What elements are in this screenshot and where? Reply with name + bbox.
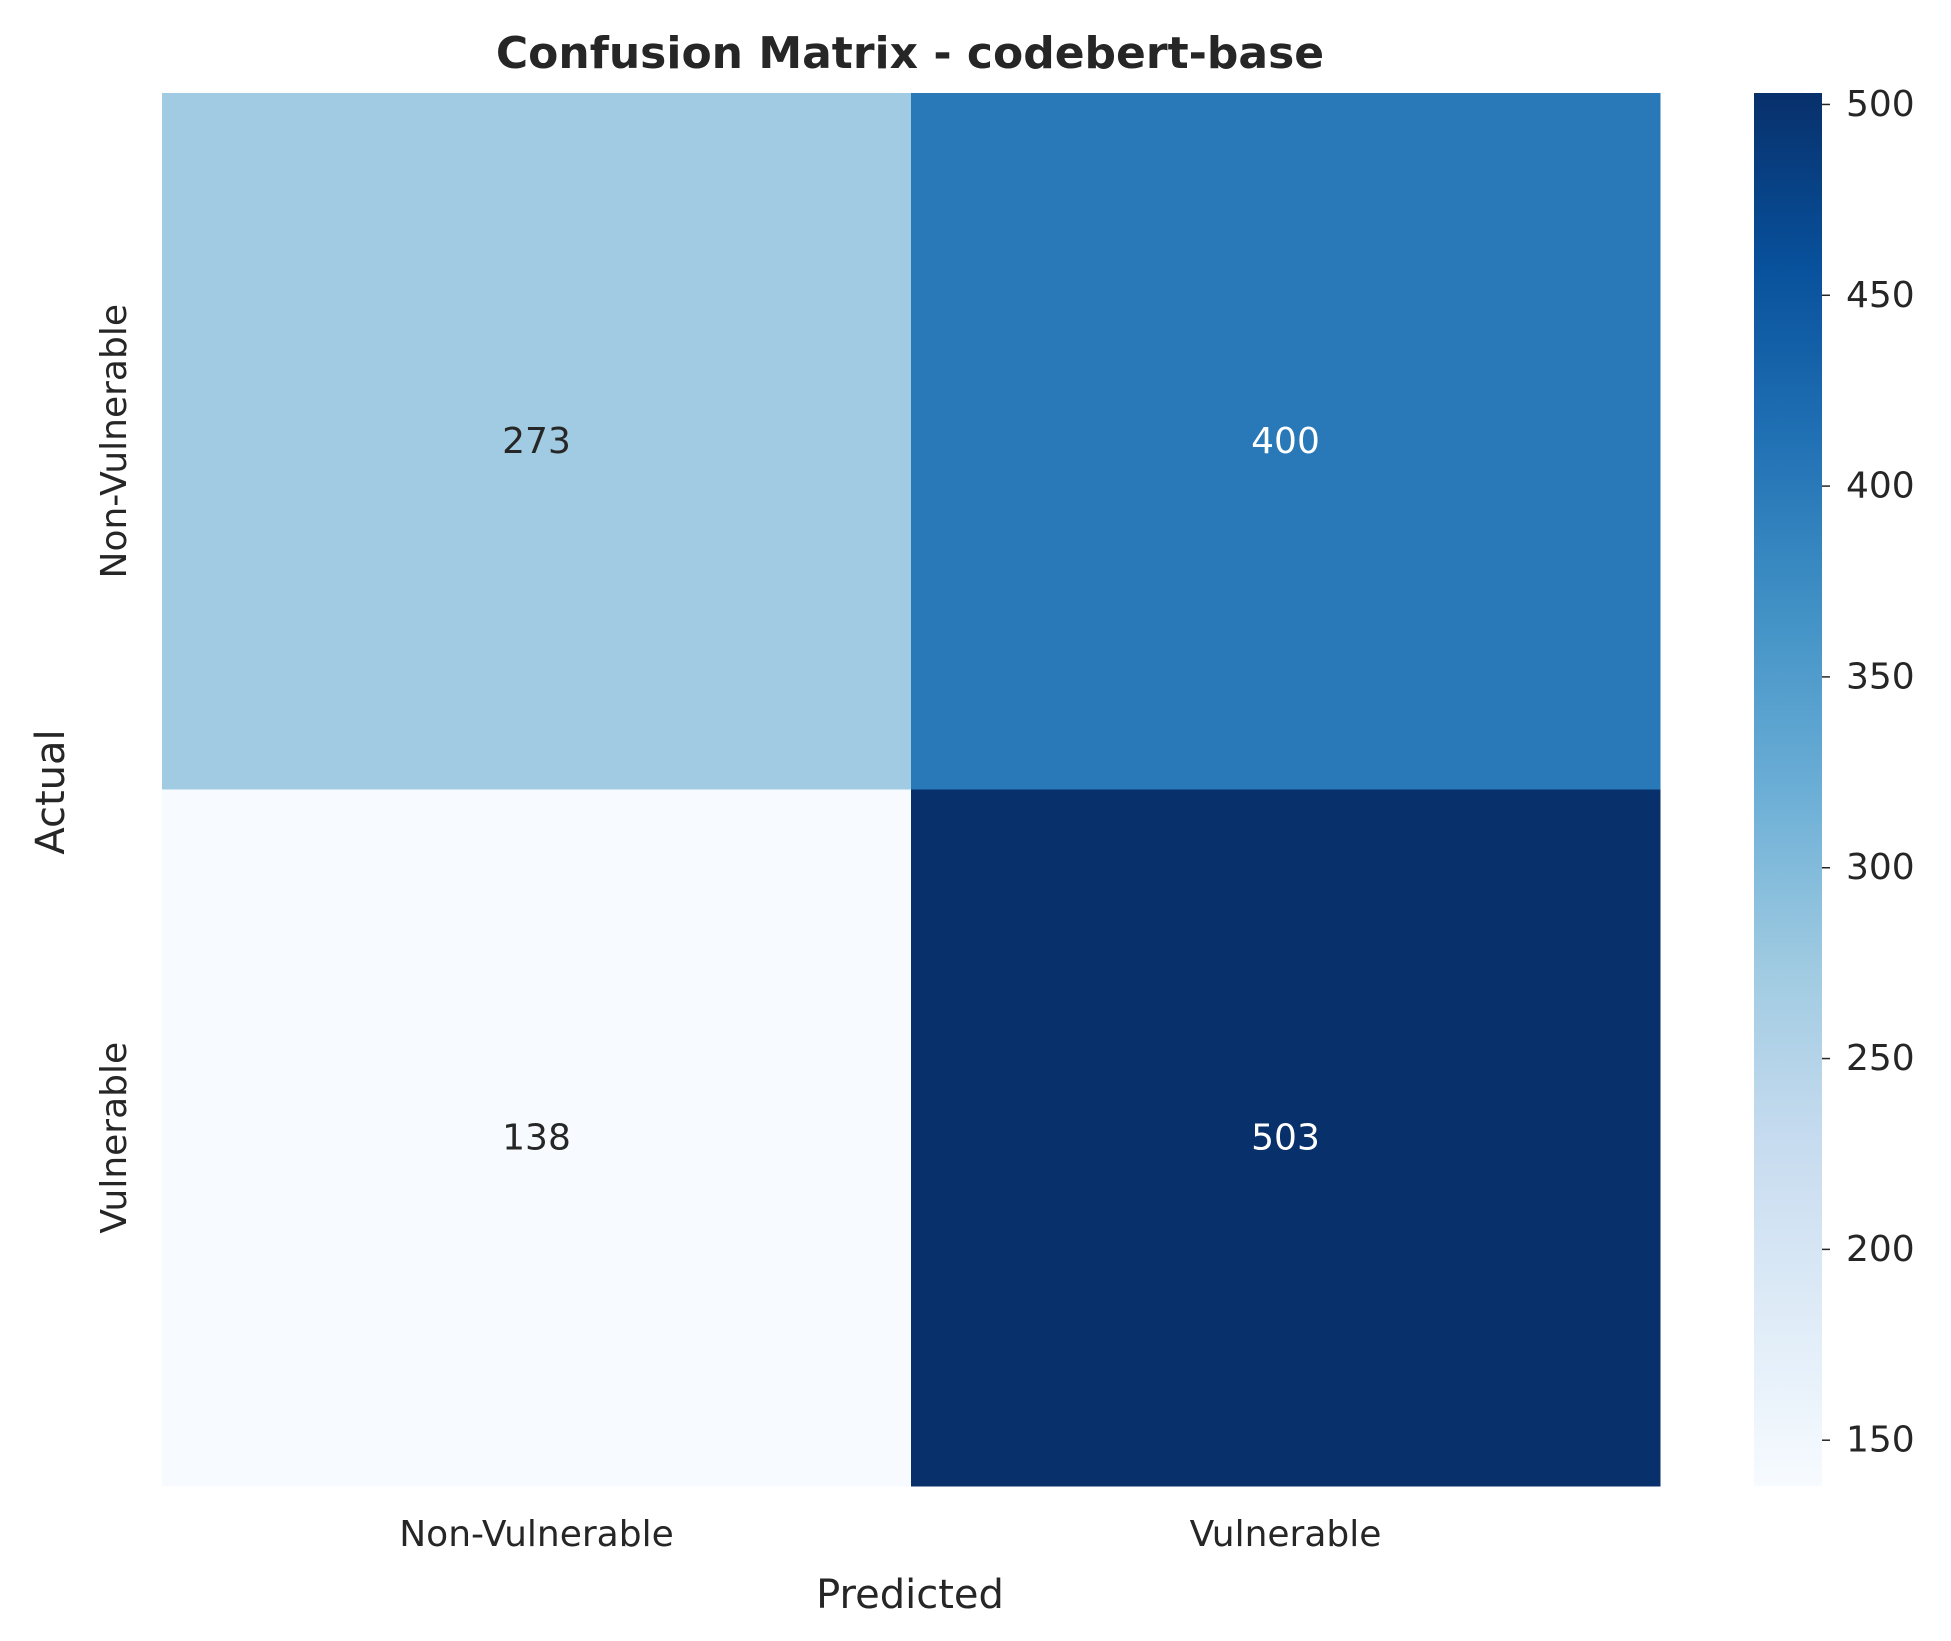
colorbar-tick-label: 250 <box>1846 1038 1915 1079</box>
colorbar-tick-label: 400 <box>1846 466 1915 507</box>
x-axis-label: Predicted <box>816 1572 1004 1618</box>
colorbar-ticks: 150 200 250 300 350 400 450 500 <box>1822 84 1915 1461</box>
y-tick-label: Vulnerable <box>94 1042 135 1234</box>
colorbar-tick-label: 500 <box>1846 84 1915 125</box>
cell-value-label: 138 <box>502 1117 571 1158</box>
x-tick-label: Non-Vulnerable <box>399 1514 673 1555</box>
heatmap-cell-r0-c0 <box>162 93 912 790</box>
y-axis-ticks: Non-Vulnerable Vulnerable <box>94 304 135 1234</box>
chart-title: Confusion Matrix - codebert-base <box>496 28 1324 79</box>
colorbar-tick-label: 200 <box>1846 1229 1915 1270</box>
colorbar-tick-label: 450 <box>1846 275 1915 316</box>
cell-value-label: 400 <box>1251 421 1320 462</box>
y-tick-label: Non-Vulnerable <box>94 304 135 578</box>
heatmap-cells <box>162 93 1661 1487</box>
heatmap-cell-r0-c1 <box>911 93 1661 790</box>
cell-value-label: 273 <box>502 421 571 462</box>
heatmap-cell-r1-c1 <box>911 789 1661 1487</box>
cell-value-label: 503 <box>1251 1117 1320 1158</box>
x-tick-label: Vulnerable <box>1190 1514 1382 1555</box>
heatmap-cell-r1-c0 <box>162 789 912 1487</box>
x-axis-ticks: Non-Vulnerable Vulnerable <box>399 1514 1381 1555</box>
colorbar-tick-label: 350 <box>1846 656 1915 697</box>
colorbar-tick-label: 300 <box>1846 847 1915 888</box>
colorbar-tick-label: 150 <box>1846 1420 1915 1461</box>
colorbar <box>1754 93 1822 1486</box>
y-axis-label: Actual <box>28 729 74 854</box>
cell-labels: 273 400 138 503 <box>502 421 1320 1159</box>
